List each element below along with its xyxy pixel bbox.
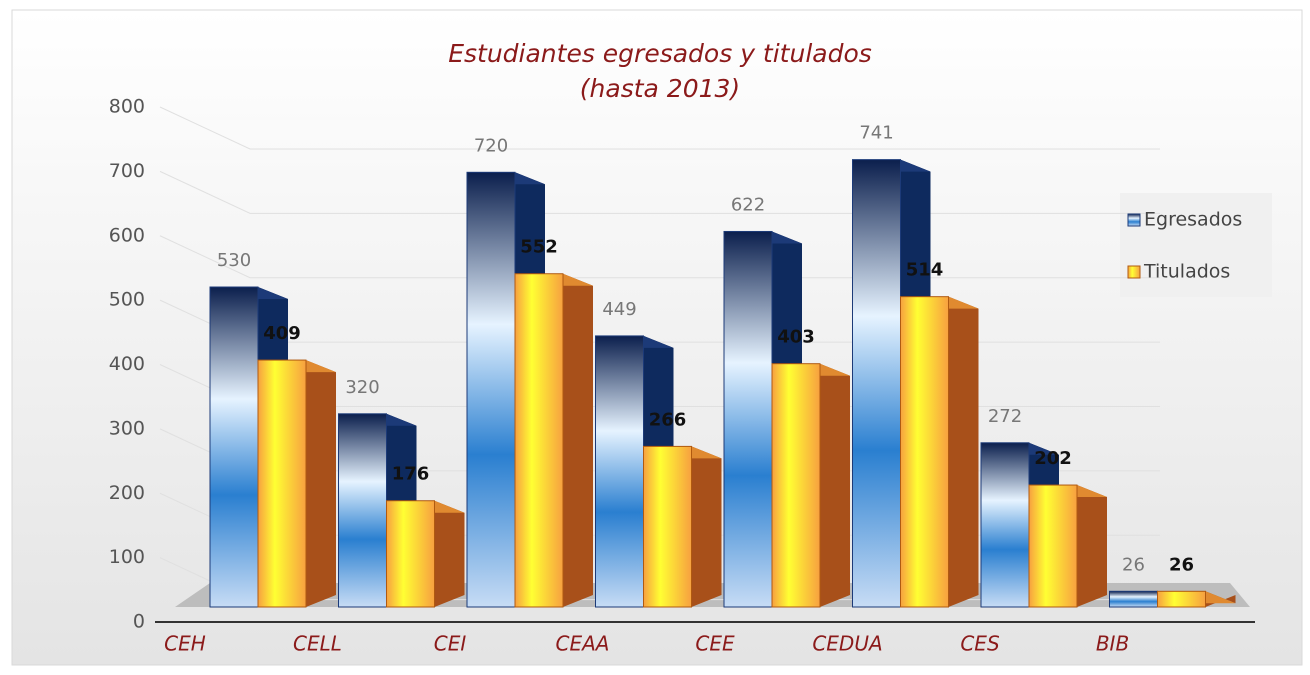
value-label: 449 [602,299,636,320]
value-label: 202 [1034,448,1072,469]
value-label: 176 [392,464,430,485]
legend-swatch [1127,213,1141,227]
y-tick-label: 200 [109,482,145,504]
value-label: 403 [777,327,815,348]
value-label: 530 [217,250,251,271]
bar [852,159,901,608]
y-tick-label: 800 [109,96,145,118]
value-label: 514 [906,260,944,281]
x-tick-label: CEE [695,632,735,656]
bar-side [306,360,336,607]
value-label: 622 [731,194,765,215]
value-label: 26 [1122,554,1145,575]
x-tick-label: CEDUA [812,632,882,656]
bar [1028,484,1078,608]
bar-side [1077,485,1107,607]
x-tick-label: CEI [434,632,467,656]
bar-side [948,296,979,607]
legend [1120,193,1272,297]
bar [466,171,516,608]
x-tick-label: BIB [1096,632,1129,656]
bar [1157,590,1206,608]
bar [771,363,821,608]
bar [723,230,773,608]
bar [980,442,1030,608]
y-tick-label: 600 [109,224,145,246]
value-label: 409 [263,323,301,344]
y-tick-label: 100 [109,546,145,568]
value-label: 741 [859,123,893,144]
bar [900,296,949,608]
y-tick-label: 700 [109,160,145,182]
bar-side [563,273,593,607]
bar-side [691,446,722,607]
bar [386,500,435,608]
bar [209,286,259,608]
y-tick-label: 0 [133,611,145,633]
x-tick-label: CES [960,632,1000,656]
value-label: 272 [988,406,1022,427]
bar-side [820,363,850,607]
chart-subtitle: (hasta 2013) [580,74,740,103]
y-tick-label: 400 [109,353,145,375]
value-label: 26 [1169,554,1194,575]
value-label: 720 [474,135,508,156]
legend-swatch [1127,265,1141,279]
bar [257,359,307,608]
bar [338,413,387,608]
legend-label: Egresados [1144,209,1242,231]
y-tick-label: 300 [109,417,145,439]
bar [514,273,564,608]
legend-label: Titulados [1143,261,1230,283]
bar [1109,590,1158,608]
x-tick-label: CEH [164,632,206,656]
chart-title: Estudiantes egresados y titulados [448,39,872,68]
bar [643,445,692,608]
grid-line [159,106,1160,150]
bar [595,335,644,608]
x-tick-label: CELL [293,632,342,656]
bar-side [434,500,465,607]
x-tick-label: CEAA [556,632,610,656]
value-label: 266 [649,409,687,430]
y-tick-label: 500 [109,289,145,311]
value-label: 320 [345,377,379,398]
value-label: 552 [520,237,558,258]
